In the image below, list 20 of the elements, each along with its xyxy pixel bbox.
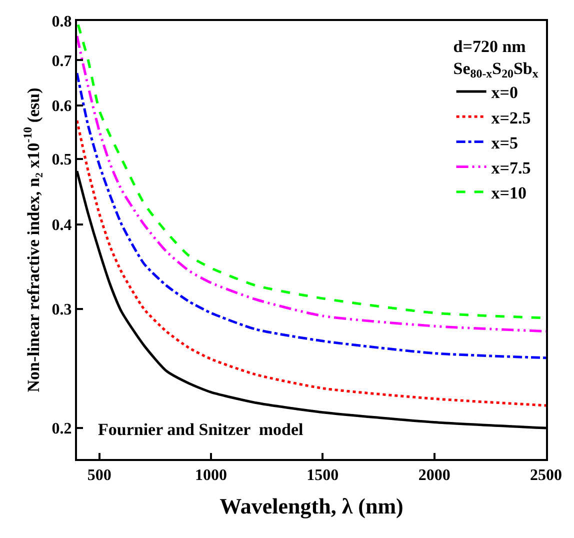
legend-label: x=10 bbox=[491, 184, 526, 203]
legend-label: x=0 bbox=[491, 83, 518, 102]
y-tick-label: 0.3 bbox=[52, 302, 72, 319]
x-tick-label: 1000 bbox=[195, 467, 227, 484]
annotation: Fournier and Snitzer model bbox=[98, 420, 304, 439]
x-tick-label: 1500 bbox=[306, 467, 339, 484]
legend-label: x=2.5 bbox=[491, 108, 531, 128]
legend-label: x=5 bbox=[491, 133, 518, 152]
x-tick-label: 500 bbox=[87, 467, 112, 484]
legend-title: d=720 nm Se$_{80-x}$S$_{20}$Sb$_{x}$ bbox=[453, 36, 538, 81]
y-tick-label: 0.8 bbox=[52, 14, 72, 31]
legend-label: x=7.5 bbox=[491, 158, 531, 178]
y-tick-label: 0.4 bbox=[52, 217, 72, 234]
x-tick-label: 2500 bbox=[530, 467, 562, 484]
y-tick-label: 0.5 bbox=[52, 152, 72, 169]
x-tick-label: 2000 bbox=[418, 467, 450, 484]
y-tick-label: 0.2 bbox=[52, 420, 72, 438]
y-tick-label: 0.6 bbox=[52, 98, 72, 116]
y-tick-label: 0.7 bbox=[52, 52, 72, 70]
x-axis-title: Wavelength, λ (nm) bbox=[220, 494, 404, 519]
